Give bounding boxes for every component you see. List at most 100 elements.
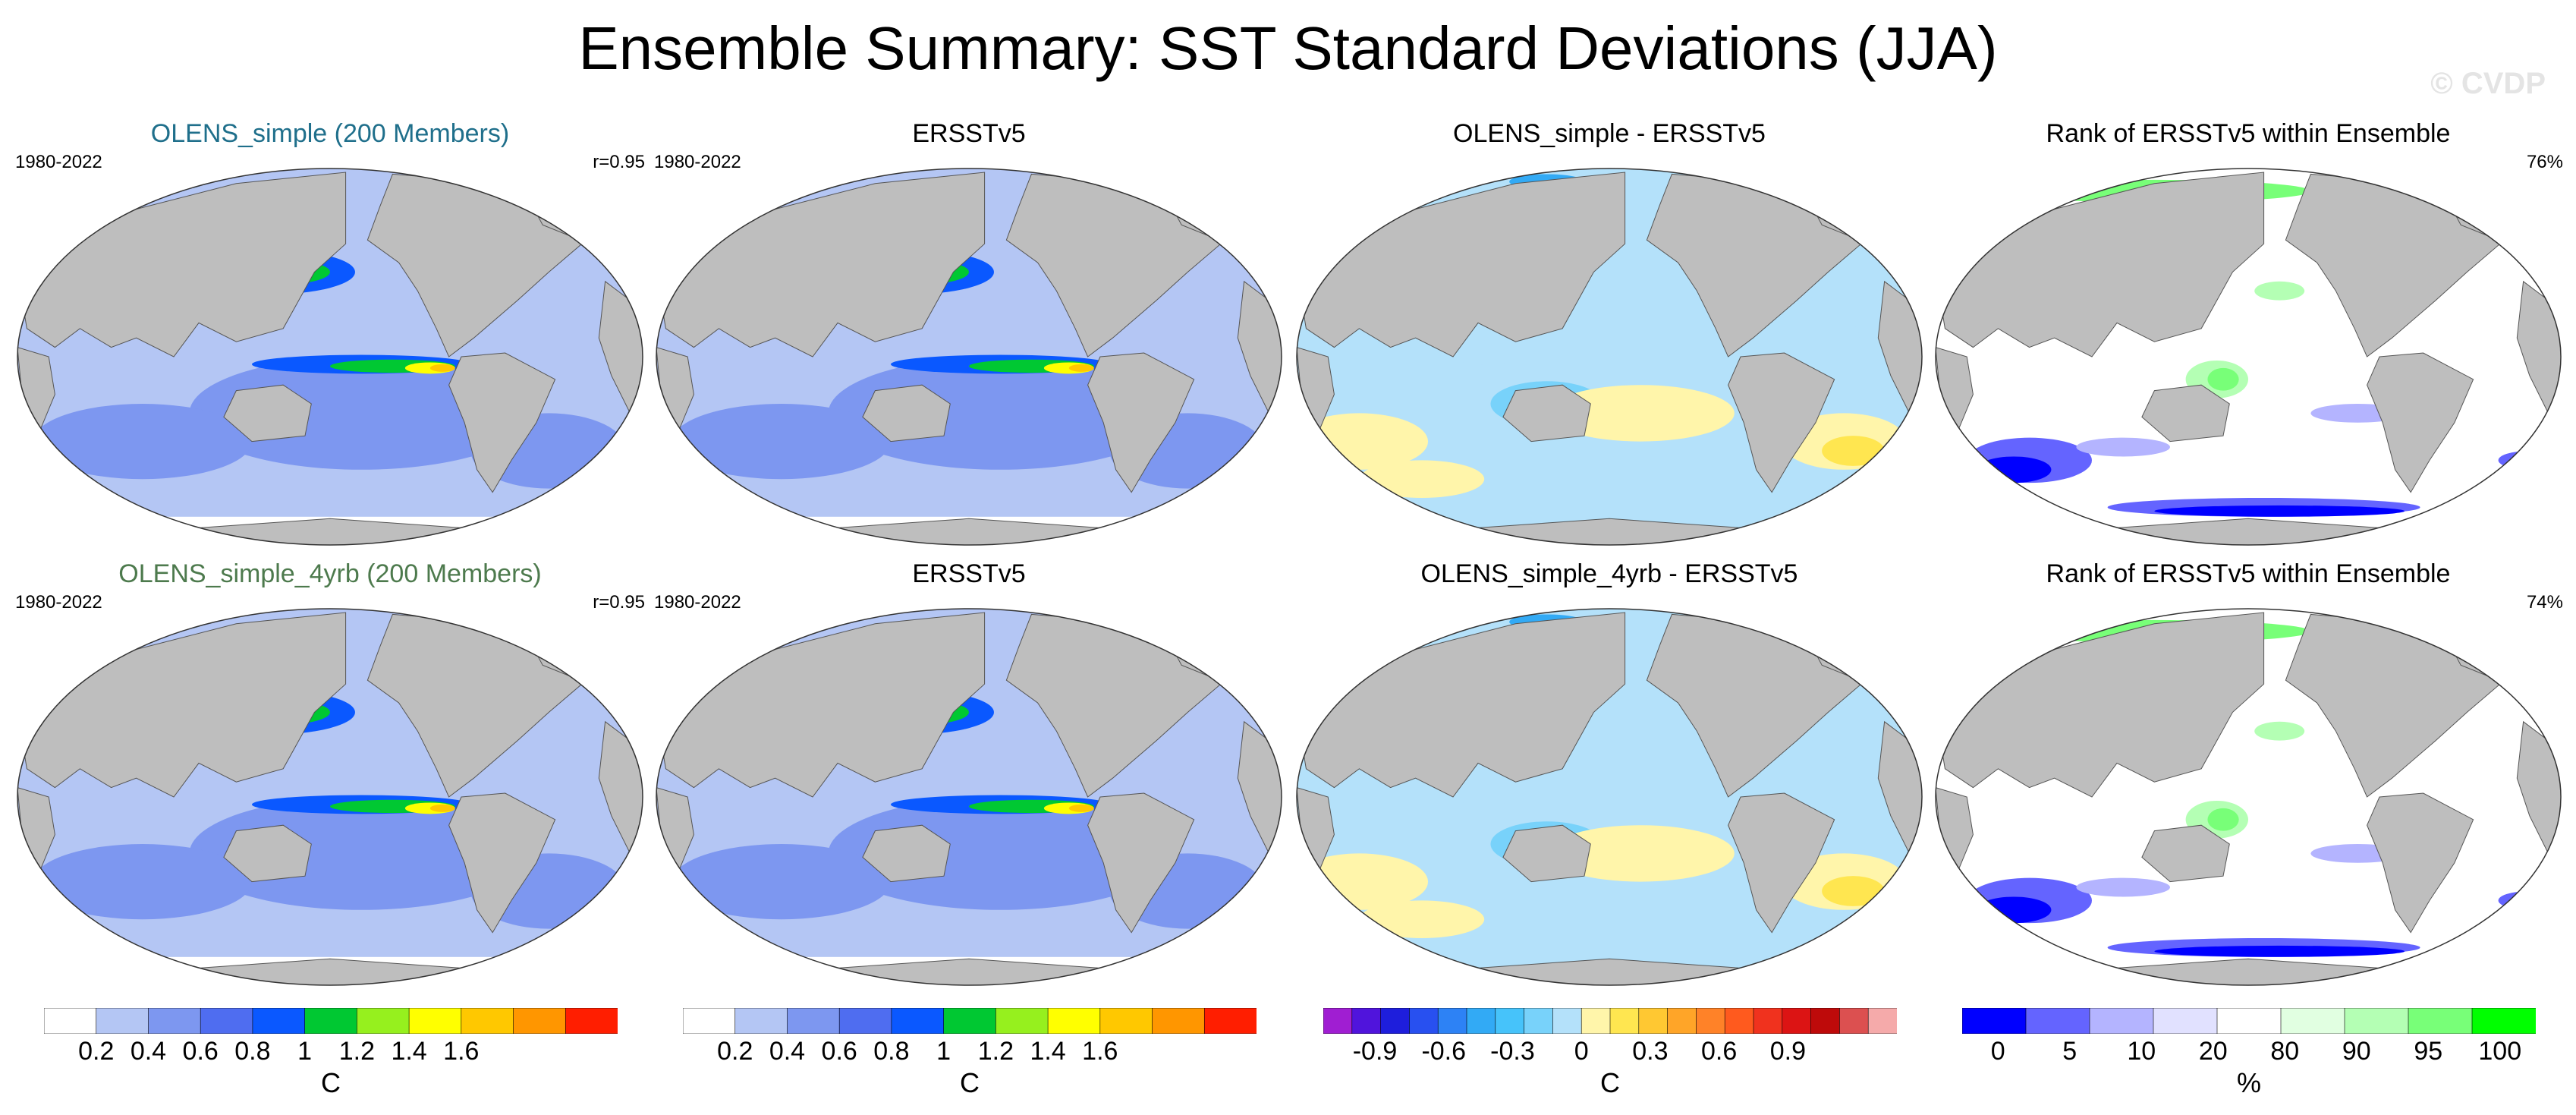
colorbar-unit: % — [2236, 1067, 2261, 1098]
colorbar-tick-label: 80 — [2270, 1037, 2300, 1066]
colorbar-tick-label: 1.4 — [391, 1037, 427, 1066]
field-contour — [1359, 900, 1485, 938]
map-panel-8: Rank of ERSSTv5 within Ensemble 74% — [1933, 559, 2563, 986]
colorbar-swatch — [1099, 1008, 1153, 1034]
field-contour — [1068, 804, 1094, 812]
field-contour — [2498, 891, 2561, 910]
global-map — [1935, 168, 2562, 546]
colorbar-1: 0.2 0.4 0.6 0.8 1 1.2 1.4 1.6 C — [44, 1008, 618, 1107]
field-contour — [2207, 808, 2239, 831]
global-map — [17, 168, 643, 546]
colorbar-swatch — [1351, 1008, 1382, 1034]
colorbar-swatch — [2280, 1008, 2345, 1034]
watermark: © CVDP — [2430, 67, 2546, 100]
colorbar-swatch — [513, 1008, 567, 1034]
map-border — [1935, 608, 2562, 986]
colorbar-swatch — [995, 1008, 1049, 1034]
colorbar-swatch — [252, 1008, 306, 1034]
map-border — [1296, 608, 1923, 986]
panel-period: 1980-2022 — [15, 152, 102, 172]
colorbar-swatch — [44, 1008, 97, 1034]
field-contour — [2076, 437, 2170, 457]
page-title: Ensemble Summary: SST Standard Deviation… — [578, 14, 1998, 82]
colorbar-swatch — [2089, 1008, 2154, 1034]
land-asia — [656, 172, 986, 357]
field-contour — [1781, 179, 1813, 195]
colorbar-swatch — [2216, 1008, 2282, 1034]
field-contour — [1068, 364, 1094, 372]
colorbar-swatch — [891, 1008, 945, 1034]
colorbar-swatch — [1753, 1008, 1783, 1034]
land-australia — [1502, 384, 1591, 443]
land-samerica — [448, 352, 556, 493]
colorbar-swatch — [1667, 1008, 1697, 1034]
map-border — [17, 168, 643, 546]
land-samerica — [1728, 792, 1835, 934]
panel-period: 1980-2022 — [654, 592, 741, 613]
colorbar-swatch — [1638, 1008, 1669, 1034]
field-contour — [1822, 436, 1885, 466]
colorbar-tick-label: 1.2 — [977, 1037, 1014, 1066]
field-contour — [2154, 505, 2405, 517]
global-map — [1296, 608, 1923, 986]
panel-stat: r=0.95 — [593, 152, 645, 172]
map-border — [656, 168, 1282, 546]
colorbar-swatch — [1962, 1008, 2027, 1034]
panel-title: Rank of ERSSTv5 within Ensemble — [2046, 559, 2451, 588]
land-samerica — [1728, 352, 1835, 493]
global-map — [656, 168, 1282, 546]
colorbar-swatch — [408, 1008, 462, 1034]
colorbar-tick-label: 0.4 — [769, 1037, 806, 1066]
colorbar-tick-label: 1 — [936, 1037, 951, 1066]
panel-period: 1980-2022 — [654, 152, 741, 172]
colorbar-swatch — [1581, 1008, 1611, 1034]
colorbar-tick-label: 0.8 — [234, 1037, 271, 1066]
map-panel-5: OLENS_simple_4yrb (200 Members) 1980-2022… — [15, 559, 645, 986]
colorbar-tick-label: 1.6 — [443, 1037, 480, 1066]
colorbar-swatch — [1409, 1008, 1439, 1034]
colorbar-swatch — [2344, 1008, 2409, 1034]
colorbar-swatch — [787, 1008, 840, 1034]
map-border — [656, 608, 1282, 986]
panel-stat: 74% — [2526, 592, 2563, 613]
map-panel-3: OLENS_simple - ERSSTv5 — [1294, 118, 1924, 546]
colorbar-swatch — [1203, 1008, 1257, 1034]
colorbar-swatch — [565, 1008, 618, 1034]
field-contour — [1822, 876, 1885, 906]
panel-title: OLENS_simple - ERSSTv5 — [1453, 119, 1766, 148]
field-contour — [1546, 825, 1735, 882]
land-australia — [1502, 824, 1591, 883]
field-contour — [429, 804, 455, 812]
colorbar-swatch — [1609, 1008, 1640, 1034]
colorbar-tick-label: 1.4 — [1030, 1037, 1066, 1066]
panel-title: ERSSTv5 — [912, 559, 1026, 588]
colorbar-swatch — [2025, 1008, 2090, 1034]
colorbar-swatch — [1495, 1008, 1525, 1034]
field-contour — [2154, 945, 2405, 957]
land-australia — [2141, 824, 2230, 883]
field-contour — [828, 357, 1172, 470]
field-contour — [2254, 721, 2305, 741]
colorbar-tick-label: 0.6 — [821, 1037, 857, 1066]
field-contour — [1359, 460, 1485, 498]
colorbar-swatch — [2471, 1008, 2536, 1034]
land-australia — [2141, 384, 2230, 443]
land-asia — [656, 612, 986, 798]
land-samerica — [2367, 792, 2474, 934]
field-contour — [2207, 367, 2239, 391]
colorbar-unit: C — [1600, 1067, 1620, 1098]
colorbar-tick-label: -0.6 — [1421, 1037, 1467, 1066]
global-map — [656, 608, 1282, 986]
panel-title: OLENS_simple_4yrb (200 Members) — [118, 559, 542, 588]
global-map — [1935, 608, 2562, 986]
field-contour — [2498, 451, 2561, 470]
colorbar-swatch — [200, 1008, 253, 1034]
colorbar-swatch — [1152, 1008, 1206, 1034]
field-contour — [429, 364, 455, 372]
panel-title: ERSSTv5 — [912, 119, 1026, 148]
land-samerica — [1087, 792, 1195, 934]
colorbar-tick-label: 1.2 — [338, 1037, 375, 1066]
colorbar-swatch — [1466, 1008, 1496, 1034]
field-contour — [33, 844, 252, 920]
colorbar-swatch — [1437, 1008, 1467, 1034]
